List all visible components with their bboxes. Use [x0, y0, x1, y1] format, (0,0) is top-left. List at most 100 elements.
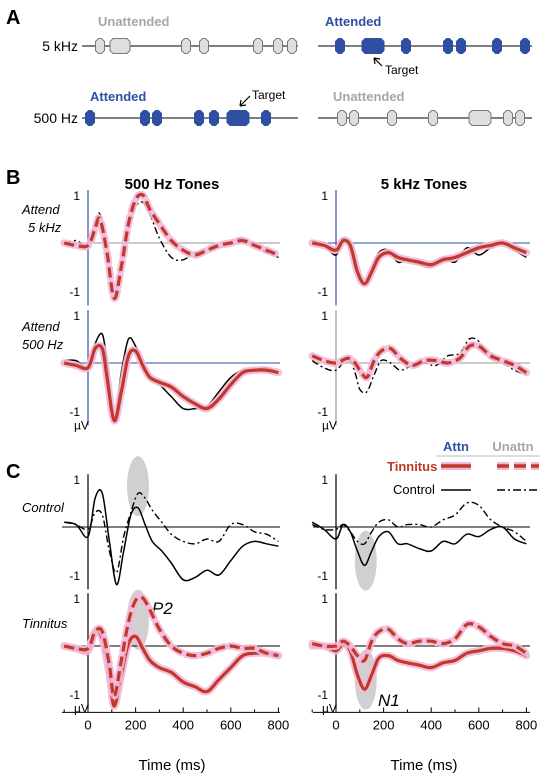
tone-icon — [253, 38, 263, 54]
y-tick-label: 1 — [73, 189, 80, 203]
tone-icon — [443, 38, 453, 54]
state-500hz-right: Unattended — [333, 89, 405, 104]
y-unit-label: µV — [74, 418, 89, 432]
x-tick-label: 0 — [332, 717, 339, 732]
row-label-500hz: 500 Hz — [34, 110, 78, 126]
y-unit-label: µV — [322, 418, 337, 432]
tone-icon — [181, 38, 191, 54]
y-tick-label: 1 — [73, 473, 80, 487]
legend-header-unattn: Unattn — [492, 439, 533, 454]
row-label-attend-500hz-2: 500 Hz — [22, 337, 64, 352]
erp-trace-glow — [60, 190, 283, 302]
erp-trace-tinnitus-unattended — [63, 192, 279, 300]
tone-icon — [261, 110, 271, 126]
target-tone-icon — [109, 38, 131, 54]
column-title-5khz: 5 kHz Tones — [381, 176, 467, 193]
panel-a: A 5 kHz Unattended Attended Target 500 H… — [6, 7, 532, 126]
erp-trace-control-attended — [64, 489, 279, 586]
state-5khz-right: Attended — [325, 14, 381, 29]
tone-icon — [349, 110, 359, 126]
panel-a-letter: A — [6, 7, 20, 29]
row-label-tinnitus: Tinnitus — [22, 616, 68, 631]
y-tick-label: -1 — [69, 688, 80, 702]
state-5khz-left: Unattended — [98, 14, 170, 29]
tone-icon — [401, 38, 411, 54]
x-axis-label-right: Time (ms) — [391, 757, 458, 774]
panel-b-letter: B — [6, 167, 20, 189]
y-tick-label: -1 — [317, 285, 328, 299]
y-tick-label: -1 — [317, 405, 328, 419]
annotation-p2: P2 — [152, 599, 173, 618]
row-label-attend-5khz-1: Attend — [21, 202, 60, 217]
tone-sequence-5khz-attended — [335, 38, 530, 54]
erp-trace-tinnitus-attended — [311, 238, 527, 286]
row-label-attend-500hz-1: Attend — [21, 319, 60, 334]
tone-icon — [428, 110, 438, 126]
y-tick-label: 1 — [321, 473, 328, 487]
tone-sequence-500hz-attended — [85, 110, 271, 126]
tone-icon — [140, 110, 150, 126]
row-label-attend-5khz-2: 5 kHz — [28, 220, 62, 235]
x-axis-label-left: Time (ms) — [139, 757, 206, 774]
x-tick-label: 400 — [420, 717, 442, 732]
annotation-n1: N1 — [378, 691, 400, 710]
x-tick-label: 400 — [172, 717, 194, 732]
y-unit-label: µV — [322, 701, 337, 715]
erp-trace-tinnitus-unattended — [311, 343, 528, 380]
component-highlight — [354, 530, 377, 591]
column-title-500hz: 500 Hz Tones — [125, 176, 220, 193]
target-label-5khz: Target — [385, 63, 419, 77]
erp-trace-tinnitus-unattended — [311, 622, 528, 663]
legend-header-attn: Attn — [443, 439, 469, 454]
tone-icon — [194, 110, 204, 126]
tone-icon — [492, 38, 502, 54]
erp-trace-control-unattended — [64, 492, 279, 574]
tone-sequence-5khz-unattended — [95, 38, 297, 54]
x-tick-label: 800 — [516, 717, 538, 732]
state-500hz-left: Attended — [90, 89, 146, 104]
tone-sequence-500hz-unattended — [337, 110, 525, 126]
target-arrow-5khz — [373, 57, 383, 67]
legend-label-control: Control — [393, 482, 435, 497]
target-label-500hz: Target — [252, 88, 286, 102]
tone-icon — [95, 38, 105, 54]
tone-icon — [515, 110, 525, 126]
y-tick-label: -1 — [69, 405, 80, 419]
component-highlight — [126, 456, 149, 517]
row-label-5khz: 5 kHz — [42, 38, 78, 54]
y-tick-label: -1 — [69, 569, 80, 583]
erp-trace-tinnitus-unattended — [63, 595, 279, 699]
tone-icon — [456, 38, 466, 54]
erp-trace-glow — [60, 341, 283, 425]
x-tick-label: 0 — [84, 717, 91, 732]
y-tick-label: 1 — [321, 189, 328, 203]
target-tone-icon — [226, 110, 250, 126]
tone-icon — [520, 38, 530, 54]
target-tone-icon — [361, 38, 385, 54]
y-tick-label: 1 — [321, 309, 328, 323]
tone-icon — [273, 38, 283, 54]
y-tick-label: -1 — [69, 285, 80, 299]
tone-icon — [287, 38, 297, 54]
x-tick-label: 600 — [468, 717, 490, 732]
erp-trace-tinnitus-attended — [63, 344, 279, 423]
component-highlight — [354, 649, 377, 710]
tone-icon — [199, 38, 209, 54]
tone-icon — [152, 110, 162, 126]
y-tick-label: 1 — [321, 592, 328, 606]
y-tick-label: -1 — [317, 569, 328, 583]
erp-trace-control-unattended — [311, 501, 527, 546]
legend-label-tinnitus: Tinnitus — [387, 459, 437, 474]
target-tone-icon — [468, 110, 492, 126]
panel-c-letter: C — [6, 461, 20, 483]
legend: Attn Unattn Tinnitus Control — [387, 439, 540, 497]
tone-icon — [387, 110, 397, 126]
y-tick-label: -1 — [317, 688, 328, 702]
x-tick-label: 600 — [220, 717, 242, 732]
x-tick-label: 200 — [373, 717, 395, 732]
tone-icon — [335, 38, 345, 54]
tone-icon — [209, 110, 219, 126]
x-tick-label: 200 — [125, 717, 147, 732]
